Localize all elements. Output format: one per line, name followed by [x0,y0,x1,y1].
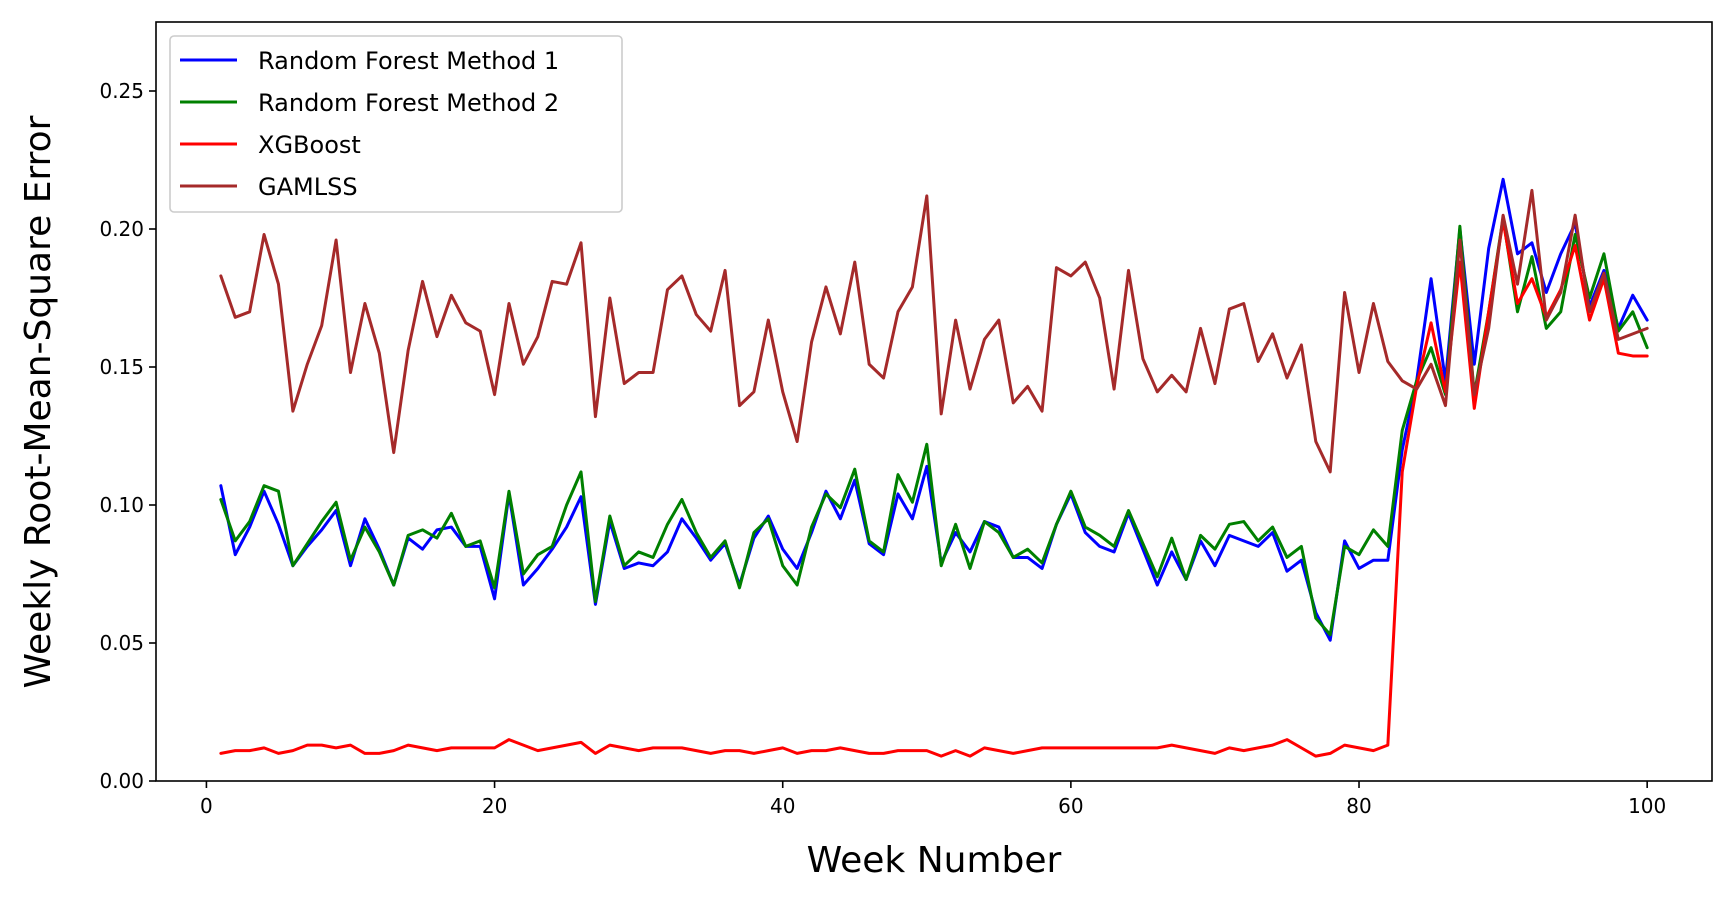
x-tick-label: 20 [482,794,507,818]
y-tick-label: 0.15 [99,355,144,379]
x-axis-ticks: 0 20 40 60 80 100 [200,781,1666,818]
legend-entry: Random Forest Method 2 [258,89,559,117]
series-line-2 [219,216,1649,637]
y-tick-label: 0.00 [99,769,144,793]
y-axis-ticks: 0.00 0.05 0.10 0.15 0.20 0.25 [99,79,156,793]
plot-area-frame [155,21,1713,782]
series-lines [219,177,1649,758]
series-line-4 [219,188,1649,474]
x-tick-label: 40 [770,794,795,818]
y-tick-label: 0.05 [99,631,144,655]
x-tick-label: 80 [1346,794,1371,818]
series-line-3 [219,219,1649,758]
x-tick-label: 60 [1058,794,1083,818]
y-tick-label: 0.10 [99,493,144,517]
y-axis-label: Weekly Root-Mean-Square Error [18,115,59,688]
y-tick-label: 0.20 [99,217,144,241]
x-tick-label: 0 [200,794,213,818]
legend-entry: Random Forest Method 1 [258,47,559,75]
legend-box [169,35,623,213]
x-axis-label: Week Number [807,840,1062,881]
x-tick-label: 100 [1628,794,1666,818]
legend-entry: GAMLSS [258,173,358,201]
y-tick-label: 0.25 [99,79,144,103]
legend-entry: XGBoost [258,131,361,159]
legend: Random Forest Method 1 Random Forest Meth… [169,35,623,213]
